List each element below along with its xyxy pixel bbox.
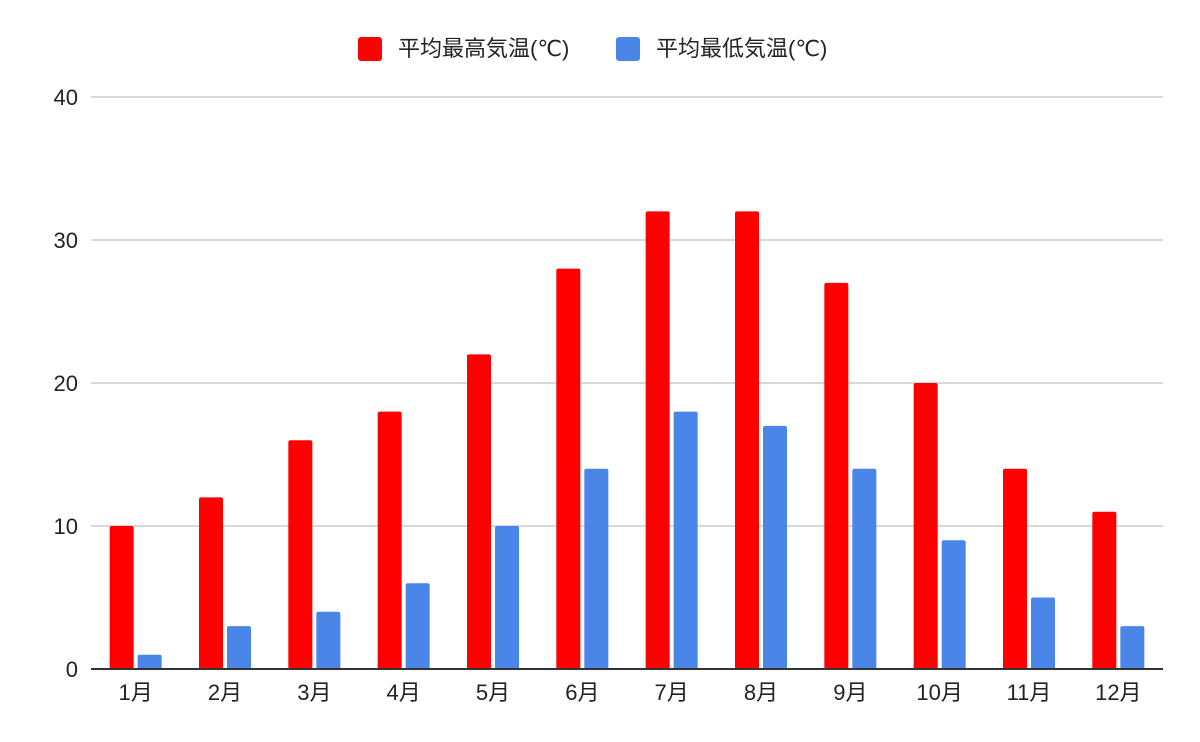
x-tick-label: 6月: [565, 680, 599, 705]
x-tick-label: 11月: [1007, 680, 1052, 705]
bar-max-temp[interactable]: [735, 211, 759, 669]
y-tick-label: 10: [54, 514, 78, 539]
x-tick-label: 1月: [119, 680, 153, 705]
bar-max-temp[interactable]: [556, 268, 581, 669]
bar-min-temp[interactable]: [763, 425, 787, 669]
x-tick-label: 10月: [916, 680, 962, 705]
legend-item-min-temp[interactable]: 平均最低気温(℃): [616, 36, 827, 61]
bar-max-temp[interactable]: [109, 526, 134, 669]
bar-min-temp[interactable]: [495, 526, 519, 669]
bar-min-temp[interactable]: [673, 411, 698, 669]
bar-min-temp[interactable]: [584, 468, 609, 669]
x-tick-label: 3月: [297, 680, 331, 705]
x-tick-label: 4月: [387, 680, 421, 705]
bar-max-temp[interactable]: [288, 440, 313, 669]
bar-max-temp[interactable]: [377, 411, 402, 669]
bar-min-temp[interactable]: [405, 583, 430, 669]
bar-max-temp[interactable]: [1092, 511, 1117, 669]
bar-max-temp[interactable]: [199, 497, 223, 669]
bar-min-temp[interactable]: [941, 540, 966, 669]
bar-max-temp[interactable]: [913, 383, 938, 669]
chart-legend: 平均最高気温(℃) 平均最低気温(℃): [358, 36, 827, 61]
legend-label-min-temp: 平均最低気温(℃): [656, 36, 827, 61]
y-tick-label: 0: [66, 657, 78, 682]
bar-min-temp[interactable]: [1031, 597, 1055, 670]
y-axis-tick-labels: 0 10 20 30 40: [54, 85, 78, 682]
bar-max-temp[interactable]: [467, 354, 491, 669]
x-tick-label: 2月: [208, 680, 242, 705]
y-tick-label: 20: [54, 371, 78, 396]
gridlines: [91, 96, 1163, 527]
legend-swatch-min-temp: [616, 37, 640, 61]
legend-swatch-max-temp: [358, 37, 382, 61]
legend-item-max-temp[interactable]: 平均最高気温(℃): [358, 36, 569, 61]
bars: [109, 211, 1145, 670]
y-tick-label: 40: [54, 85, 78, 110]
x-axis-tick-labels: 1月 2月 3月 4月 5月 6月 7月 8月 9月 10月 11月 12月: [119, 680, 1142, 705]
x-tick-label: 9月: [833, 680, 867, 705]
y-tick-label: 30: [54, 228, 78, 253]
bar-min-temp[interactable]: [852, 468, 877, 669]
bar-max-temp[interactable]: [824, 282, 849, 669]
x-tick-label: 7月: [655, 680, 689, 705]
x-tick-label: 8月: [744, 680, 778, 705]
bar-min-temp[interactable]: [227, 626, 251, 669]
bar-min-temp[interactable]: [316, 611, 341, 669]
bar-max-temp[interactable]: [1003, 468, 1027, 669]
legend-label-max-temp: 平均最高気温(℃): [398, 36, 569, 61]
bar-min-temp[interactable]: [137, 654, 162, 669]
bar-min-temp[interactable]: [1120, 626, 1145, 669]
x-tick-label: 12月: [1095, 680, 1141, 705]
x-tick-label: 5月: [476, 680, 510, 705]
bar-max-temp[interactable]: [645, 211, 670, 669]
